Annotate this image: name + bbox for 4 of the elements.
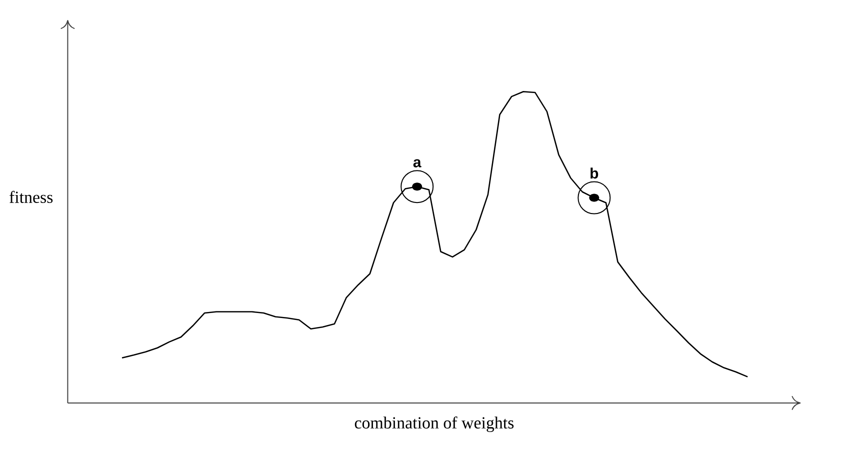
- annotation: b: [590, 168, 598, 179]
- x-axis-title: combination of weights: [354, 416, 514, 432]
- y-axis-title: fitness: [9, 190, 53, 203]
- annotation: a: [413, 159, 422, 168]
